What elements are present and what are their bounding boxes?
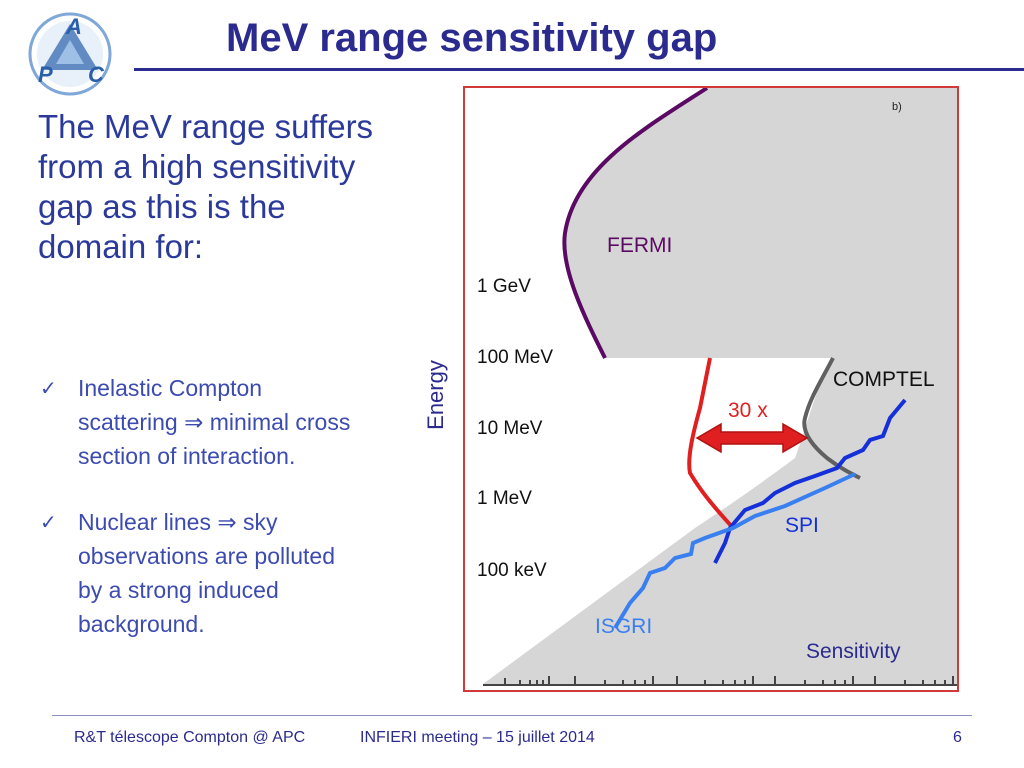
spi-label: SPI: [785, 514, 819, 537]
gap-label: 30 x: [728, 399, 768, 422]
sensitivity-figure: b) 1 GeV 100 MeV 10 MeV 1 MeV 100 keV FE…: [463, 86, 959, 692]
bullet-item-nuclear-lines: ✓ Nuclear lines ⇒ sky observations are p…: [40, 505, 360, 641]
energy-tick-10mev: 10 MeV: [477, 418, 543, 439]
footer-left: R&T télescope Compton @ APC: [74, 729, 306, 746]
bullet-list: ✓ Inelastic Compton scattering ⇒ minimal…: [40, 371, 360, 641]
spi-curve: [713, 398, 907, 564]
logo-letter-a: A: [65, 14, 82, 39]
energy-tick-100kev: 100 keV: [477, 560, 547, 581]
y-axis-label: Energy: [423, 360, 448, 430]
apc-logo: A P C: [26, 10, 114, 98]
isgri-label: ISGRI: [595, 615, 652, 638]
sensitivity-plot: b) 1 GeV 100 MeV 10 MeV 1 MeV 100 keV FE…: [477, 88, 957, 686]
x-axis-label: Sensitivity: [806, 640, 901, 663]
energy-tick-100mev: 100 MeV: [477, 347, 553, 368]
logo-letter-c: C: [88, 62, 105, 87]
checkmark-icon: ✓: [40, 510, 57, 534]
logo-letter-p: P: [38, 62, 53, 87]
sensitivity-region: [483, 358, 957, 684]
fermi-label: FERMI: [607, 234, 672, 257]
energy-tick-1mev: 1 MeV: [477, 488, 532, 509]
checkmark-icon: ✓: [40, 376, 57, 400]
comptel-curve: [802, 357, 861, 480]
isgri-curve: [613, 472, 856, 630]
gap-arrow: [695, 422, 809, 454]
page-number: 6: [953, 729, 962, 746]
bullet-text: Nuclear lines ⇒ sky observations are pol…: [78, 509, 335, 637]
footer-center: INFIERI meeting – 15 juillet 2014: [360, 729, 595, 746]
panel-label: b): [892, 101, 902, 113]
footer-divider: [52, 715, 972, 716]
fermi-curve: [562, 88, 709, 359]
energy-tick-1gev: 1 GeV: [477, 276, 531, 297]
comptel-label: COMPTEL: [833, 368, 935, 391]
x-axis-ticks: [504, 676, 954, 685]
gap-curve: [687, 357, 735, 530]
bullet-text: Inelastic Compton scattering ⇒ minimal c…: [78, 375, 351, 469]
intro-text: The MeV range suffers from a high sensit…: [38, 108, 374, 265]
bullet-item-compton: ✓ Inelastic Compton scattering ⇒ minimal…: [40, 371, 360, 473]
slide-title: MeV range sensitivity gap: [226, 16, 718, 60]
fermi-region: [564, 88, 957, 358]
title-underline: [134, 68, 1024, 71]
